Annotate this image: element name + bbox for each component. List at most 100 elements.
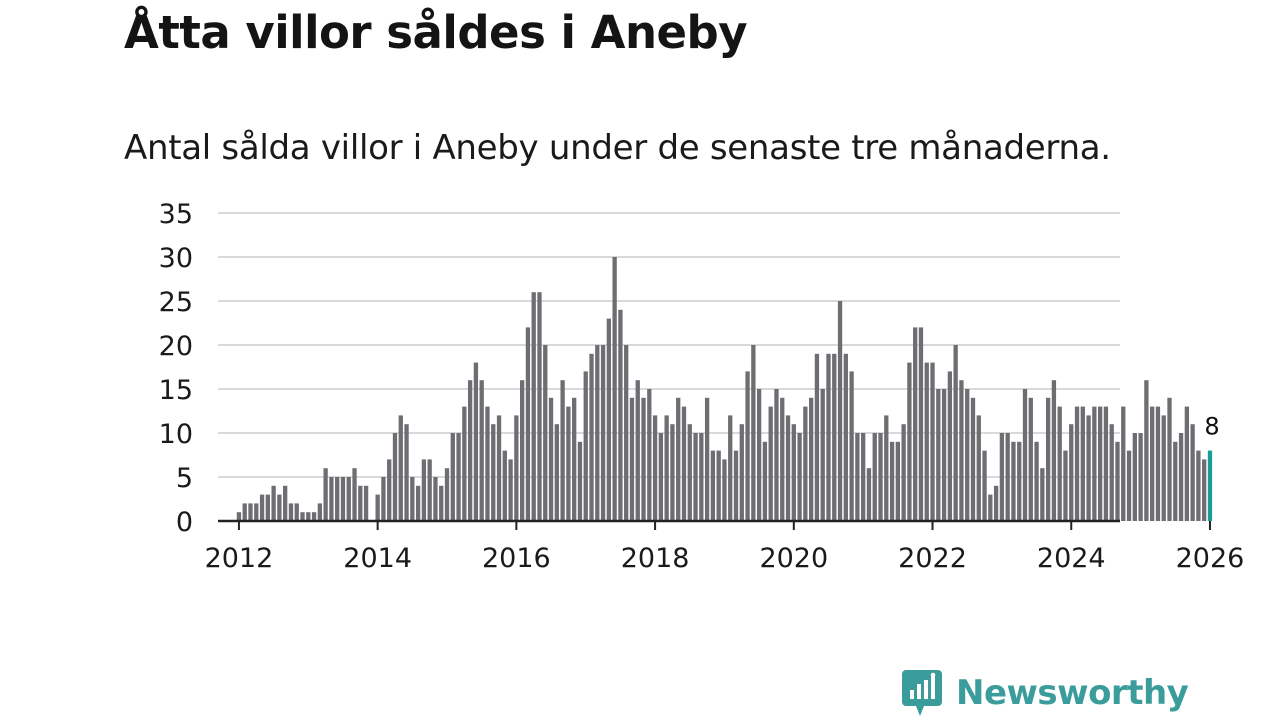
bar [681,406,687,521]
bar [589,353,594,521]
bar [797,433,802,521]
bar [739,424,744,521]
bar [242,503,247,521]
bar [803,406,808,521]
bar [1173,441,1178,521]
bar [433,477,438,521]
bar [572,397,577,521]
bar [525,327,531,521]
bar [774,389,779,521]
x-tick-label: 2012 [205,543,274,574]
bar [1190,424,1195,521]
bar [878,433,883,521]
bar [294,503,299,521]
bar [664,415,669,521]
bar [1144,380,1149,521]
bar [1132,433,1137,521]
newsworthy-brand[interactable]: Newsworthy [902,668,1189,718]
bar [953,345,958,521]
bar [1098,406,1103,521]
bar [288,503,294,521]
bar [768,406,773,521]
bar [1040,468,1045,521]
bar [277,494,282,521]
bar [687,424,692,521]
newsworthy-logo-icon [902,670,942,716]
bar [652,415,658,521]
bar [733,450,739,521]
bar [826,353,831,521]
bar [710,450,716,521]
bar [849,371,854,521]
bar [936,389,941,521]
y-tick-label: 0 [176,507,193,538]
bar [317,503,322,521]
bar [1115,441,1120,521]
bar [387,459,392,521]
bar [1005,433,1010,521]
bar [496,415,502,521]
chart-subtitle: Antal sålda villor i Aneby under de sena… [124,128,1111,168]
bar [1011,441,1016,521]
bar [832,353,837,521]
bar [1069,424,1074,521]
bar [756,389,762,521]
bar [976,415,981,521]
bar [410,477,415,521]
bar [467,380,473,521]
x-axis [218,519,1211,530]
bar [728,415,733,521]
bar [676,397,681,521]
bar [450,433,455,521]
bar [618,309,623,521]
bar [855,433,860,521]
bar [751,345,756,521]
y-tick-label: 10 [159,419,193,450]
bar [491,424,496,521]
bar [930,362,935,521]
bar [837,301,843,521]
bar [1080,406,1085,521]
bar [306,512,311,521]
bar [889,441,895,521]
bar [375,494,380,521]
x-tick-label: 2024 [1037,543,1106,574]
grid-lines [218,212,1120,478]
bar [1057,406,1062,521]
bar [1196,450,1201,521]
y-tick-label: 15 [159,375,193,406]
y-tick-label: 20 [159,331,193,362]
bar [1167,397,1172,521]
bar [577,441,583,521]
bar [993,485,999,521]
latest-value-label: 8 [1204,413,1219,441]
bar [635,380,640,521]
bar [716,450,721,521]
brand-name: Newsworthy [956,673,1189,713]
bar [658,433,664,521]
bar [745,371,750,521]
bar [1028,397,1033,521]
bar [988,494,993,521]
bar [248,503,253,521]
bar [444,468,450,521]
bar [520,380,525,521]
bar [1051,380,1057,521]
bar [612,257,617,521]
bar [548,397,554,521]
bar [439,485,444,521]
bar [1045,397,1051,521]
bar [259,494,265,521]
y-tick-label: 30 [159,243,193,274]
bar [415,485,421,521]
bar [508,459,513,521]
bar [392,433,398,521]
bar [502,450,507,521]
bar [872,433,877,521]
bar [554,424,559,521]
bar [704,397,710,521]
bar [866,468,872,521]
bar [999,433,1005,521]
bar [1034,441,1039,521]
